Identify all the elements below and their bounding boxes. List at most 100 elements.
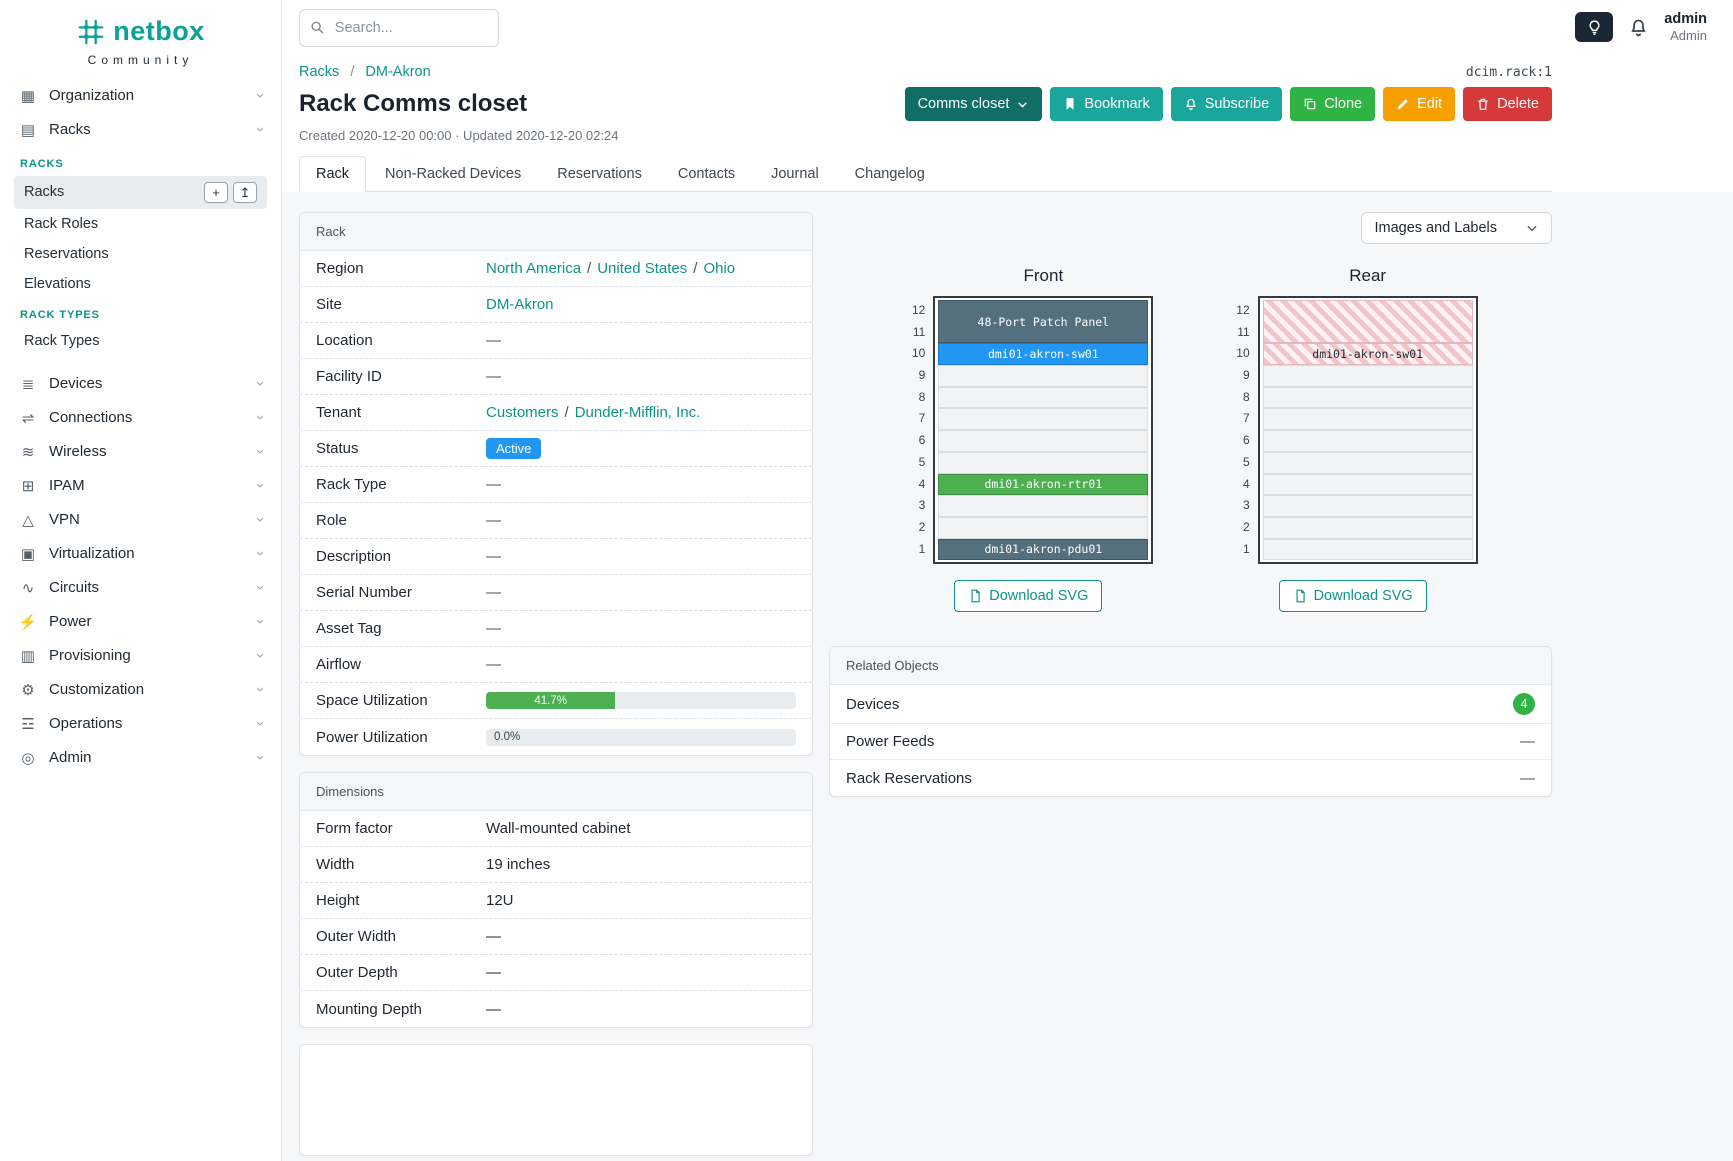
sidebar-nav-item[interactable]: △ VPN › — [10, 503, 271, 537]
rack-unit[interactable] — [1262, 451, 1473, 474]
tenant-group-link[interactable]: Customers — [486, 404, 559, 421]
sidebar-nav-item[interactable]: ≣ Devices › — [10, 367, 271, 401]
brand-logo[interactable]: netbox Community — [0, 8, 281, 79]
edit-button[interactable]: Edit — [1383, 87, 1456, 121]
rack-unit[interactable] — [1262, 473, 1473, 496]
rack-unit[interactable] — [1262, 408, 1473, 431]
rack-unit[interactable]: 48-Port Patch Panel — [938, 300, 1149, 344]
sidebar-subitem[interactable]: Elevations + ↥ — [14, 270, 267, 299]
rack-unit[interactable] — [1262, 516, 1473, 539]
rack-unit[interactable]: dmi01-akron-sw01 — [938, 343, 1149, 366]
rack-unit[interactable] — [1262, 495, 1473, 517]
table-row: Outer Depth — — [300, 955, 812, 991]
tab[interactable]: Journal — [771, 166, 819, 182]
unit-number: 9 — [918, 368, 926, 383]
rack-unit[interactable] — [1262, 538, 1473, 561]
tab[interactable]: Changelog — [854, 166, 925, 182]
download-svg-button[interactable]: Download SVG — [954, 580, 1103, 613]
created-updated-meta: Created 2020-12-20 00:00 · Updated 2020-… — [299, 128, 619, 143]
related-row-devices[interactable]: Devices 4 — [830, 685, 1551, 725]
sidebar-subitem[interactable]: Rack Roles + ↥ — [14, 210, 267, 239]
sidebar-nav-item[interactable]: ▥ Provisioning › — [10, 639, 271, 673]
sidebar-nav-item[interactable]: ☲ Operations › — [10, 707, 271, 741]
unit-number: 7 — [918, 411, 926, 426]
table-row: Role — — [300, 503, 812, 539]
chevron-down-icon: › — [252, 619, 269, 624]
table-row: Serial Number — — [300, 575, 812, 611]
clone-button[interactable]: Clone — [1290, 87, 1376, 121]
rack-unit[interactable] — [1262, 386, 1473, 409]
rack-unit[interactable]: dmi01-akron-pdu01 — [938, 538, 1149, 561]
table-row: Mounting Depth — — [316, 1000, 501, 1018]
unit-number: 4 — [918, 476, 926, 491]
rack-unit[interactable] — [1262, 430, 1473, 452]
bell-icon — [1631, 19, 1646, 37]
sidebar-nav-item[interactable]: ∿ Circuits › — [10, 571, 271, 605]
delete-button[interactable]: Delete — [1463, 87, 1552, 121]
sidebar-subitem[interactable]: Rack Types + ↥ — [14, 327, 267, 356]
tab[interactable]: Reservations — [557, 166, 642, 182]
download-svg-button[interactable]: Download SVG — [1278, 580, 1427, 613]
region-link[interactable]: North America — [486, 260, 582, 277]
subscribe-button[interactable]: Subscribe — [1170, 87, 1283, 121]
rack-unit[interactable] — [938, 408, 1149, 431]
rack-unit[interactable]: dmi01-akron-sw01 — [1262, 343, 1473, 366]
theme-toggle-button[interactable] — [1575, 12, 1614, 43]
sidebar-subitem[interactable]: Reservations + ↥ — [14, 240, 267, 269]
rack-unit[interactable]: dmi01-akron-rtr01 — [938, 473, 1149, 496]
table-row: Tenant Customers / Dunder-Mifflin, Inc. — [300, 395, 812, 431]
user-menu[interactable]: admin Admin — [1664, 11, 1707, 44]
rack-unit[interactable] — [938, 495, 1149, 517]
right-column: Images and Labels Front 12 11 10 9 8 7 6 5 4 3 2 1 — [829, 212, 1552, 798]
breadcrumb-site-link[interactable]: DM-Akron — [365, 64, 431, 80]
rack-unit[interactable] — [938, 365, 1149, 387]
sidebar-nav-item[interactable]: ≋ Wireless › — [10, 435, 271, 469]
sidebar-nav-item[interactable]: ◎ Admin › — [10, 741, 271, 775]
site-link[interactable]: DM-Akron — [486, 296, 554, 313]
sidebar-subitem[interactable]: Racks + ↥ — [14, 175, 267, 209]
sidebar-item-label: Circuits — [49, 579, 100, 596]
related-row-power-feeds[interactable]: Power Feeds — — [830, 724, 1551, 761]
table-row: Description — — [300, 539, 812, 575]
rack-unit[interactable] — [1262, 365, 1473, 387]
table-row: Airflow — — [300, 647, 812, 683]
notifications-button[interactable] — [1628, 17, 1649, 38]
rack-unit[interactable] — [938, 451, 1149, 474]
search-input[interactable] — [332, 18, 488, 37]
region-link[interactable]: United States — [597, 260, 688, 277]
import-button[interactable]: ↥ — [233, 181, 257, 203]
sidebar-nav-item[interactable]: ⚡ Power › — [10, 605, 271, 639]
rack-unit[interactable] — [938, 430, 1149, 452]
chevron-down-icon: › — [252, 755, 269, 760]
region-link[interactable]: Ohio — [703, 260, 736, 277]
add-button[interactable]: + — [204, 181, 228, 203]
unit-number: 4 — [1242, 476, 1250, 491]
breadcrumb-racks-link[interactable]: Racks — [299, 64, 340, 80]
bookmark-button[interactable]: Bookmark — [1050, 87, 1163, 121]
sidebar-item-label: IPAM — [49, 477, 85, 494]
tab[interactable]: Rack — [299, 156, 367, 192]
sidebar-nav-item[interactable]: ⇌ Connections › — [10, 401, 271, 435]
elevation-view-select[interactable]: Images and Labels — [1361, 212, 1552, 244]
unit-number: 5 — [1242, 454, 1250, 469]
sidebar-item-label: Racks — [49, 121, 91, 138]
rack-unit[interactable] — [938, 386, 1149, 409]
tenant-link[interactable]: Dunder-Mifflin, Inc. — [574, 404, 701, 421]
search-box[interactable] — [299, 8, 499, 47]
related-row-rack-reservations[interactable]: Rack Reservations — — [846, 769, 1535, 787]
tab[interactable]: Contacts — [677, 166, 736, 182]
chevron-down-icon: › — [252, 127, 269, 132]
sidebar-nav-item[interactable]: ⊞ IPAM › — [10, 469, 271, 503]
file-icon — [1296, 589, 1305, 603]
rack-selector-button[interactable]: Comms closet — [904, 87, 1043, 121]
sidebar-nav-item[interactable]: ▣ Virtualization › — [10, 537, 271, 571]
tab[interactable]: Non-Racked Devices — [385, 166, 522, 182]
sidebar-nav-item[interactable]: ⚙ Customization › — [10, 673, 271, 707]
sidebar-nav-item[interactable]: ▤ Racks › — [10, 113, 271, 147]
sidebar-nav-item[interactable]: ▦ Organization › — [10, 79, 271, 113]
sidebar-item-label: Customization — [49, 681, 145, 698]
rack-unit[interactable] — [1262, 300, 1473, 344]
table-row: Facility ID — — [300, 359, 812, 395]
rack-unit[interactable] — [938, 516, 1149, 539]
